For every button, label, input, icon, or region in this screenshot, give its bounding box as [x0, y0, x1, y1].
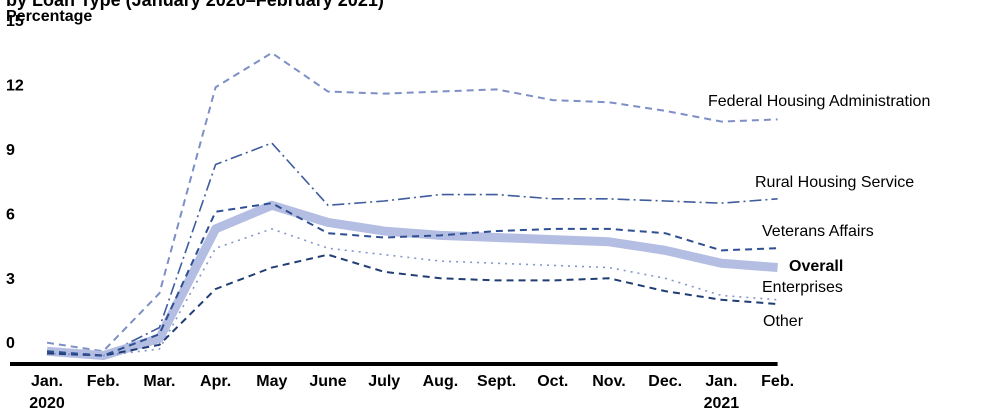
x-tick-label: Feb.: [87, 373, 120, 390]
series-line: [46, 202, 778, 357]
y-tick-label: 9: [6, 142, 15, 159]
x-tick-label: Apr.: [200, 373, 231, 390]
x-year-label: 2021: [704, 395, 740, 412]
series-label: Veterans Affairs: [762, 223, 874, 240]
x-tick-label: June: [309, 373, 346, 390]
y-axis-label: Percentage: [6, 8, 92, 25]
x-tick-label: Feb.: [761, 373, 794, 390]
series-label: Rural Housing Service: [755, 174, 914, 191]
series-line: [46, 253, 778, 357]
series-label: Federal Housing Administration: [708, 93, 930, 110]
x-tick-label: Jan.: [705, 373, 737, 390]
x-tick-label: Sept.: [477, 373, 516, 390]
x-tick-label: Dec.: [648, 373, 682, 390]
x-tick-label: Oct.: [537, 373, 568, 390]
x-tick-label: Jan.: [31, 373, 63, 390]
y-tick-label: 0: [6, 335, 15, 352]
chart-title: by Loan Type (January 2020–February 2021…: [6, 0, 384, 10]
series-label: Overall: [789, 258, 843, 275]
x-tick-label: Aug.: [423, 373, 459, 390]
y-tick-label: 3: [6, 271, 15, 288]
series-line: [46, 200, 778, 361]
y-tick-label: 15: [6, 13, 24, 30]
series-line: [46, 51, 778, 353]
y-tick-label: 12: [6, 78, 24, 95]
x-tick-label: May: [256, 373, 287, 390]
series-line: [46, 142, 778, 357]
x-year-label: 2020: [29, 395, 65, 412]
x-tick-label: July: [368, 373, 400, 390]
y-tick-label: 6: [6, 206, 15, 223]
series-label: Enterprises: [762, 279, 843, 296]
series-label: Other: [763, 313, 804, 330]
x-tick-label: Mar.: [143, 373, 175, 390]
x-tick-label: Nov.: [592, 373, 625, 390]
